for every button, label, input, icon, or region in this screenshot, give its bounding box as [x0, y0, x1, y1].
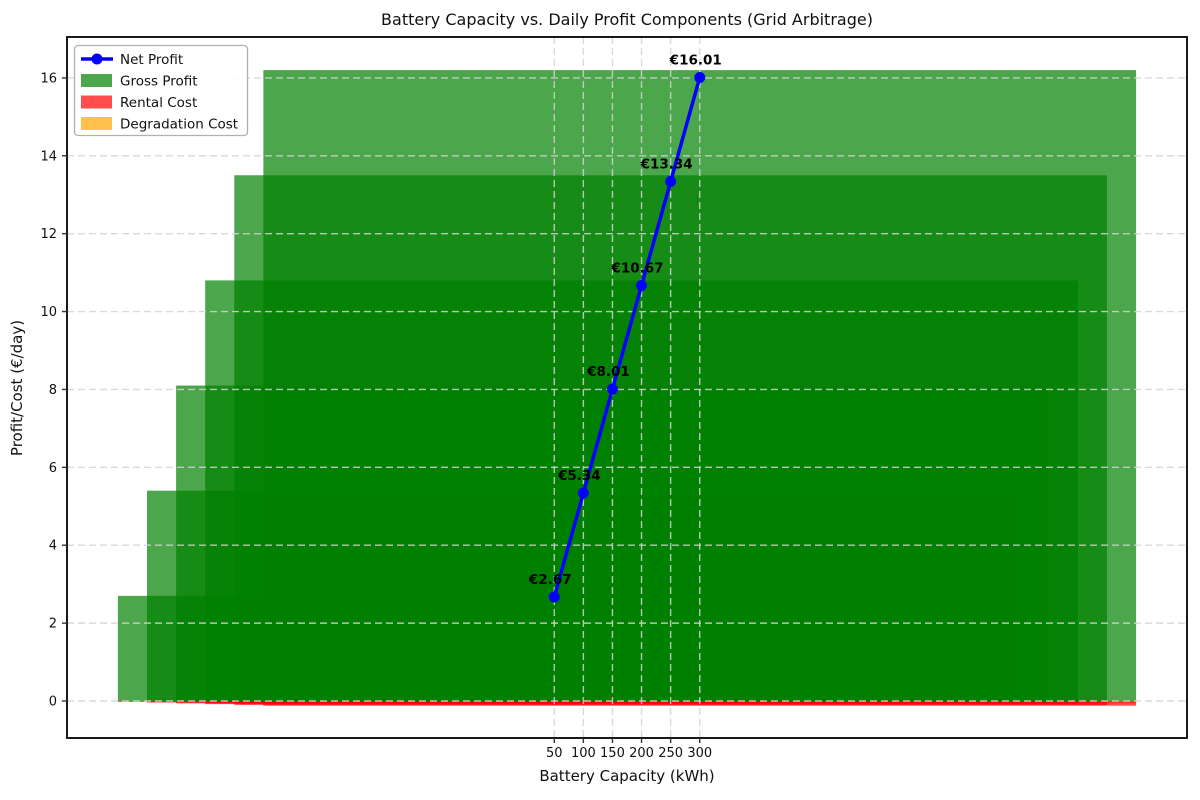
x-tick-label: 150	[600, 746, 625, 761]
y-tick-label: 2	[49, 617, 57, 632]
legend-label: Degradation Cost	[120, 116, 238, 132]
legend-patch-rental-cost	[81, 95, 112, 109]
net-profit-marker	[577, 487, 589, 499]
x-tick-label: 100	[571, 746, 596, 761]
net-profit-marker	[606, 383, 618, 395]
legend-patch-degradation-cost	[81, 117, 112, 130]
x-tick-label: 50	[546, 746, 563, 761]
net-profit-marker	[636, 279, 648, 291]
y-tick-label: 12	[40, 227, 57, 242]
legend-box	[73, 44, 249, 137]
net-profit-marker	[665, 175, 677, 187]
point-annotation: €10.67	[610, 260, 663, 276]
y-tick-label: 16	[40, 71, 57, 86]
point-annotation: €5.34	[557, 468, 601, 484]
legend-patch-gross-profit	[81, 74, 112, 87]
legend-label: Net Profit	[120, 52, 183, 68]
point-annotation: €8.01	[586, 364, 630, 380]
y-tick-label: 0	[49, 695, 57, 710]
y-tick-label: 10	[40, 305, 57, 320]
point-annotation: €2.67	[528, 572, 572, 588]
x-axis-label: Battery Capacity (kWh)	[539, 767, 714, 785]
axes-layer: 50 100 150 200 250 300 0 2 4 6 8 10 12 14 16	[40, 36, 1188, 761]
net-profit-marker	[694, 72, 706, 84]
plot-border	[66, 36, 1188, 739]
y-tick-label: 6	[49, 461, 57, 476]
bars-layer	[117, 70, 1137, 706]
gridlines-layer	[67, 37, 1187, 738]
y-axis-label: Profit/Cost (€/day)	[8, 320, 26, 456]
y-tick-label: 4	[49, 539, 57, 554]
point-annotation: €16.01	[669, 53, 722, 69]
legend-label: Rental Cost	[120, 95, 197, 111]
y-tick-label: 14	[40, 149, 57, 164]
legend-label: Gross Profit	[120, 73, 198, 89]
legend: Net Profit Gross Profit Rental Cost Degrada…	[73, 44, 249, 137]
x-tick-label: 200	[629, 746, 654, 761]
net-profit-line-layer	[548, 72, 706, 603]
x-tick-label: 300	[687, 746, 712, 761]
y-tick-label: 8	[49, 383, 57, 398]
point-annotation: €13.34	[640, 156, 693, 172]
x-tick-label: 250	[658, 746, 683, 761]
legend-marker-sample	[91, 53, 103, 65]
chart-title: Battery Capacity vs. Daily Profit Compon…	[381, 10, 873, 29]
net-profit-marker	[548, 591, 560, 603]
net-profit-line	[552, 77, 702, 598]
annotations-layer: €2.67 €5.34 €8.01 €10.67 €13.34 €16.01	[528, 53, 722, 589]
